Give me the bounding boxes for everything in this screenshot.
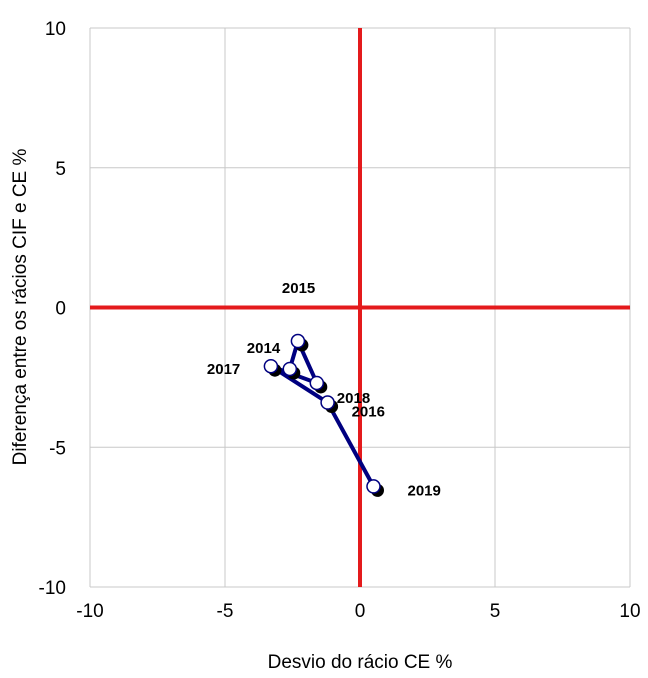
data-point-2015 xyxy=(290,333,306,349)
reference-lines xyxy=(90,28,630,587)
data-point-2018 xyxy=(309,375,325,391)
y-tick-labels: 10 5 0 -5 -10 xyxy=(39,19,66,599)
data-point-2014 xyxy=(282,361,298,377)
y-tick-label: 10 xyxy=(45,19,66,40)
y-tick-label: -5 xyxy=(49,438,66,459)
y-tick-label: -10 xyxy=(39,578,66,599)
x-tick-label: 5 xyxy=(490,601,501,622)
point-label-2019: 2019 xyxy=(408,482,441,499)
point-labels: 2014 2015 2018 2017 2016 2019 xyxy=(207,280,441,499)
point-label-2017: 2017 xyxy=(207,361,240,378)
y-axis-title: Diferença entre os rácios CIF e CE % xyxy=(10,149,31,466)
x-tick-label: 10 xyxy=(619,601,640,622)
data-point-2016 xyxy=(320,395,335,410)
data-point-2017 xyxy=(263,358,279,374)
y-tick-label: 5 xyxy=(55,159,66,180)
x-tick-label: 0 xyxy=(355,601,366,622)
data-point-2019 xyxy=(366,479,381,494)
point-label-2014: 2014 xyxy=(247,340,281,357)
point-label-2015: 2015 xyxy=(282,280,315,297)
data-points xyxy=(263,333,384,497)
x-tick-labels: -10 -5 0 5 10 xyxy=(76,601,640,622)
x-axis-title: Desvio do rácio CE % xyxy=(268,652,453,673)
x-tick-label: -5 xyxy=(217,601,234,622)
point-label-2016: 2016 xyxy=(352,404,385,421)
y-tick-label: 0 xyxy=(55,299,66,320)
point-label-2018: 2018 xyxy=(337,390,370,407)
x-tick-label: -10 xyxy=(76,601,103,622)
